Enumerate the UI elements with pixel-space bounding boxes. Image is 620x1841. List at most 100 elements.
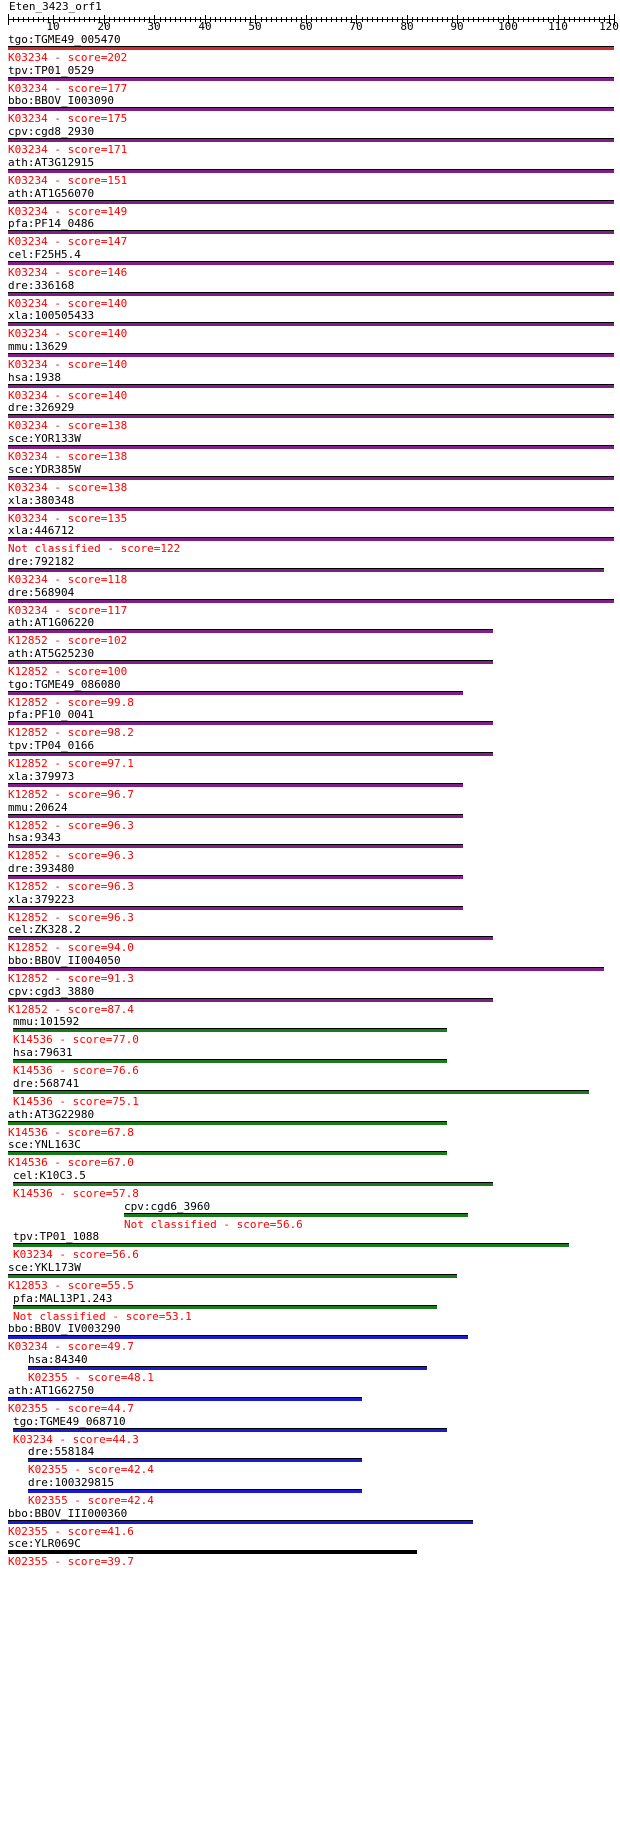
alignment-bar[interactable] (8, 353, 614, 357)
alignment-bar[interactable] (8, 1335, 468, 1339)
hit-row[interactable]: dre:326929 K03234 - score=138 (8, 401, 620, 437)
alignment-bar[interactable] (8, 691, 463, 695)
alignment-bar[interactable] (13, 1243, 569, 1247)
hit-row[interactable]: bbo:BBOV_III000360 K02355 - score=41.6 (8, 1507, 620, 1543)
alignment-bar[interactable] (13, 1090, 589, 1094)
alignment-bar[interactable] (8, 1397, 362, 1401)
alignment-bar[interactable] (8, 844, 463, 848)
alignment-bar[interactable] (8, 814, 463, 818)
alignment-bar[interactable] (8, 967, 604, 971)
hit-row[interactable]: tpv:TP04_0166 K12852 - score=97.1 (8, 739, 620, 775)
alignment-bar[interactable] (8, 138, 614, 142)
hit-name-link[interactable]: cel:ZK328.2 (8, 923, 81, 936)
hit-row[interactable]: sce:YDR385W K03234 - score=138 (8, 463, 620, 499)
hit-name-link[interactable]: mmu:101592 (13, 1015, 80, 1028)
alignment-bar[interactable] (8, 169, 614, 173)
hit-row[interactable]: dre:336168 K03234 - score=140 (8, 279, 620, 315)
alignment-bar[interactable] (28, 1458, 362, 1462)
alignment-bar[interactable] (8, 384, 614, 388)
hit-row[interactable]: xla:379223 K12852 - score=96.3 (8, 893, 620, 929)
hit-row[interactable]: mmu:20624 K12852 - score=96.3 (8, 801, 620, 837)
hit-name-link[interactable]: cpv:cgd3_3880 (8, 985, 95, 998)
hit-name-link[interactable]: dre:792182 (8, 555, 75, 568)
alignment-bar[interactable] (8, 629, 493, 633)
hit-row[interactable]: tpv:TP01_0529 K03234 - score=177 (8, 64, 620, 100)
alignment-bar[interactable] (13, 1428, 447, 1432)
hit-name-link[interactable]: cpv:cgd8_2930 (8, 125, 95, 138)
hit-row[interactable]: dre:568741 K14536 - score=75.1 (13, 1077, 620, 1113)
hit-name-link[interactable]: bbo:BBOV_I003090 (8, 94, 114, 107)
hit-row[interactable]: pfa:PF14_0486 K03234 - score=147 (8, 217, 620, 253)
hit-name-link[interactable]: bbo:BBOV_II004050 (8, 954, 121, 967)
hit-name-link[interactable]: cpv:cgd6_3960 (124, 1200, 211, 1213)
hit-name-link[interactable]: bbo:BBOV_III000360 (8, 1507, 128, 1520)
hit-name-link[interactable]: mmu:20624 (8, 801, 68, 814)
alignment-bar[interactable] (8, 77, 614, 81)
hit-row[interactable]: sce:YKL173W K12853 - score=55.5 (8, 1261, 620, 1297)
hit-row[interactable]: ath:AT3G12915 K03234 - score=151 (8, 156, 620, 192)
alignment-bar[interactable] (13, 1305, 437, 1309)
hit-row[interactable]: cpv:cgd3_3880 K12852 - score=87.4 (8, 985, 620, 1021)
hit-row[interactable]: pfa:PF10_0041 K12852 - score=98.2 (8, 708, 620, 744)
hit-row[interactable]: dre:558184 K02355 - score=42.4 (28, 1445, 620, 1481)
hit-row[interactable]: cel:K10C3.5 K14536 - score=57.8 (13, 1169, 620, 1205)
hit-row[interactable]: tgo:TGME49_005470 K03234 - score=202 (8, 33, 620, 69)
hit-name-link[interactable]: mmu:13629 (8, 340, 68, 353)
hit-row[interactable]: xla:380348 K03234 - score=135 (8, 494, 620, 530)
hit-row[interactable]: hsa:1938 K03234 - score=140 (8, 371, 620, 407)
hit-name-link[interactable]: dre:100329815 (28, 1476, 115, 1489)
alignment-bar[interactable] (8, 261, 614, 265)
alignment-bar[interactable] (8, 752, 493, 756)
alignment-bar[interactable] (8, 1274, 457, 1278)
hit-row[interactable]: sce:YOR133W K03234 - score=138 (8, 432, 620, 468)
hit-row[interactable]: cpv:cgd6_3960 Not classified - score=56.6 (124, 1200, 620, 1236)
hit-name-link[interactable]: cel:K10C3.5 (13, 1169, 86, 1182)
alignment-bar[interactable] (8, 507, 614, 511)
hit-row[interactable]: dre:568904 K03234 - score=117 (8, 586, 620, 622)
alignment-bar[interactable] (8, 660, 493, 664)
hit-name-link[interactable]: xla:379223 (8, 893, 75, 906)
alignment-bar[interactable] (8, 537, 614, 541)
hit-row[interactable]: ath:AT5G25230 K12852 - score=100 (8, 647, 620, 683)
hit-name-link[interactable]: xla:446712 (8, 524, 75, 537)
hit-row[interactable]: dre:100329815 K02355 - score=42.4 (28, 1476, 620, 1512)
hit-name-link[interactable]: sce:YNL163C (8, 1138, 81, 1151)
alignment-bar[interactable] (8, 200, 614, 204)
hit-name-link[interactable]: sce:YOR133W (8, 432, 81, 445)
alignment-bar[interactable] (8, 322, 614, 326)
alignment-bar[interactable] (13, 1059, 447, 1063)
hit-name-link[interactable]: cel:F25H5.4 (8, 248, 81, 261)
alignment-bar[interactable] (8, 1151, 447, 1155)
hit-name-link[interactable]: ath:AT3G22980 (8, 1108, 95, 1121)
hit-name-link[interactable]: ath:AT1G62750 (8, 1384, 95, 1397)
hit-name-link[interactable]: tgo:TGME49_005470 (8, 33, 121, 46)
hit-row[interactable]: cel:F25H5.4 K03234 - score=146 (8, 248, 620, 284)
alignment-bar[interactable] (8, 445, 614, 449)
alignment-bar[interactable] (28, 1366, 427, 1370)
alignment-bar[interactable] (8, 721, 493, 725)
alignment-bar[interactable] (8, 599, 614, 603)
hit-name-link[interactable]: dre:326929 (8, 401, 75, 414)
hit-name-link[interactable]: pfa:PF10_0041 (8, 708, 95, 721)
hit-row[interactable]: hsa:9343 K12852 - score=96.3 (8, 831, 620, 867)
hit-row[interactable]: tgo:TGME49_068710 K03234 - score=44.3 (13, 1415, 620, 1451)
hit-row[interactable]: tgo:TGME49_086080 K12852 - score=99.8 (8, 678, 620, 714)
hit-row[interactable]: xla:100505433 K03234 - score=140 (8, 309, 620, 345)
hit-row[interactable]: hsa:79631 K14536 - score=76.6 (13, 1046, 620, 1082)
alignment-bar[interactable] (8, 107, 614, 111)
hit-name-link[interactable]: xla:379973 (8, 770, 75, 783)
hit-row[interactable]: xla:379973 K12852 - score=96.7 (8, 770, 620, 806)
hit-name-link[interactable]: tpv:TP01_1088 (13, 1230, 100, 1243)
hit-name-link[interactable]: dre:568904 (8, 586, 75, 599)
hit-row[interactable]: ath:AT1G62750 K02355 - score=44.7 (8, 1384, 620, 1420)
hit-name-link[interactable]: tgo:TGME49_086080 (8, 678, 121, 691)
alignment-bar[interactable] (8, 1520, 473, 1524)
hit-row[interactable]: pfa:MAL13P1.243 Not classified - score=53… (13, 1292, 620, 1328)
alignment-bar[interactable] (8, 936, 493, 940)
hit-name-link[interactable]: dre:558184 (28, 1445, 95, 1458)
hit-row[interactable]: cel:ZK328.2 K12852 - score=94.0 (8, 923, 620, 959)
hit-name-link[interactable]: ath:AT1G06220 (8, 616, 95, 629)
hit-name-link[interactable]: sce:YLR069C (8, 1537, 81, 1550)
hit-row[interactable]: ath:AT3G22980 K14536 - score=67.8 (8, 1108, 620, 1144)
hit-name-link[interactable]: dre:568741 (13, 1077, 80, 1090)
